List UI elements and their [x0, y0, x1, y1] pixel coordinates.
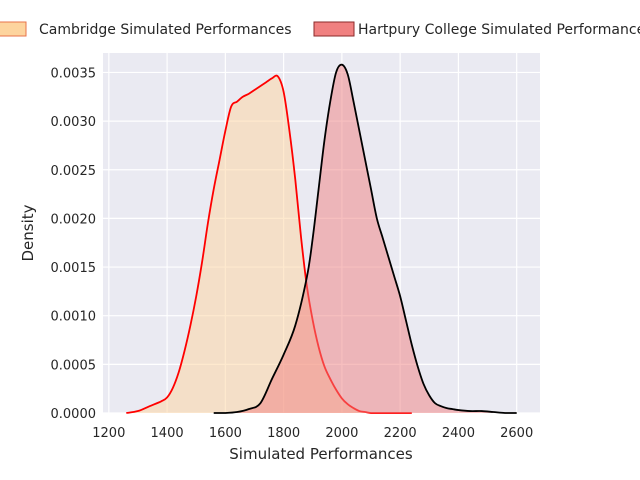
y-axis-label: Density: [19, 204, 37, 261]
legend-swatch-hartpury: [313, 21, 355, 37]
density-area-hartpury: [213, 64, 517, 414]
x-tick-label: 2400: [442, 426, 475, 441]
y-axis-ticks: 0.0000 0.0005 0.0010 0.0015 0.0020 0.0025 0.00…: [51, 66, 97, 422]
legend-label-hartpury: Hartpury College Simulated Performances: [358, 22, 640, 38]
y-tick-label: 0.0025: [51, 164, 97, 179]
x-tick-label: 1200: [92, 426, 125, 441]
x-tick-label: 2600: [500, 426, 533, 441]
legend-swatch-cambridge: [0, 21, 27, 37]
legend-label-cambridge: Cambridge Simulated Performances: [39, 22, 292, 38]
y-tick-label: 0.0035: [51, 66, 97, 81]
y-tick-label: 0.0000: [51, 407, 97, 422]
x-tick-label: 2000: [325, 426, 358, 441]
legend: Cambridge Simulated Performances Hartpur…: [0, 21, 640, 38]
y-tick-label: 0.0005: [51, 358, 97, 373]
x-axis-label: Simulated Performances: [229, 445, 413, 463]
y-tick-label: 0.0030: [51, 115, 97, 130]
x-tick-label: 1800: [267, 426, 300, 441]
density-area-cambridge: [126, 75, 412, 414]
density-line-hartpury: [213, 63, 517, 414]
y-tick-label: 0.0015: [51, 261, 97, 276]
y-tick-label: 0.0010: [51, 310, 97, 325]
x-axis-ticks: 1200 1400 1600 1800 2000 2200 2400 2600: [92, 426, 533, 441]
x-tick-label: 2200: [384, 426, 417, 441]
x-tick-label: 1600: [209, 426, 242, 441]
y-tick-label: 0.0020: [51, 212, 97, 227]
density-areas: [126, 63, 517, 414]
x-tick-label: 1400: [151, 426, 184, 441]
